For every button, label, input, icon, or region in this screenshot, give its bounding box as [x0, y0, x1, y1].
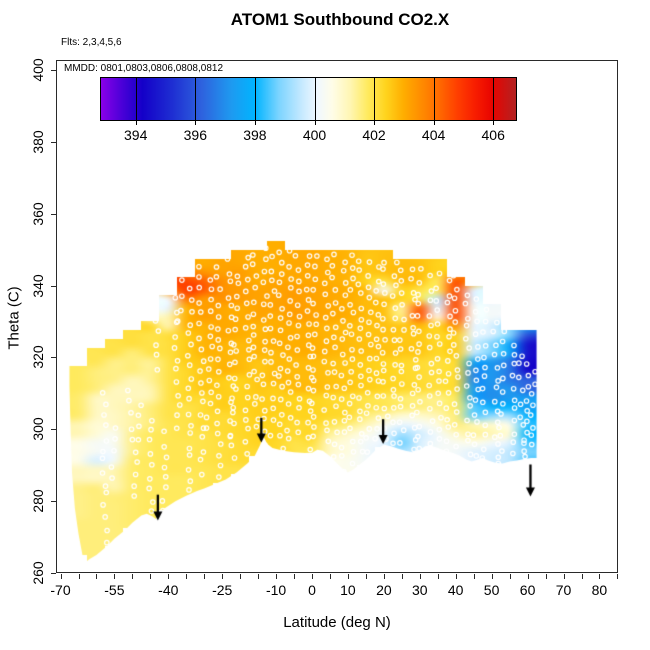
x-axis-tick [491, 574, 493, 579]
x-tick-label: 20 [376, 582, 392, 598]
x-axis-tick [545, 574, 547, 579]
x-axis-tick [563, 574, 565, 579]
y-axis-tick [51, 141, 56, 143]
colorbar-tick-label: 406 [481, 127, 505, 143]
x-axis-tick [617, 574, 619, 579]
x-axis-tick [527, 574, 529, 579]
y-axis-tick [51, 357, 56, 359]
x-tick-label: -55 [104, 582, 125, 598]
x-axis-tick [581, 574, 583, 579]
colorbar-tick-label: 396 [183, 127, 207, 143]
x-tick-label: -40 [158, 582, 179, 598]
y-tick-label: 360 [30, 202, 46, 226]
x-axis-tick [330, 574, 331, 579]
dates-note: MMDD: 0801,0803,0806,0808,0812 [64, 63, 224, 74]
x-axis-tick [294, 574, 295, 579]
x-axis-tick [276, 574, 278, 579]
x-axis-tick [150, 574, 152, 579]
x-axis-tick [599, 574, 601, 579]
x-tick-label: -25 [212, 582, 233, 598]
colorbar-tick-label: 400 [302, 127, 327, 143]
colorbar-tick [374, 77, 375, 125]
x-axis-tick [186, 574, 188, 579]
x-tick-label: -10 [265, 582, 287, 598]
x-axis-tick [96, 574, 98, 579]
x-axis-tick [60, 574, 62, 579]
y-tick-label: 260 [30, 561, 46, 585]
x-tick-label: -70 [50, 582, 71, 598]
x-tick-label: 50 [483, 582, 500, 598]
colorbar-tick [433, 77, 435, 125]
y-axis-tick [51, 429, 56, 431]
x-tick-label: 0 [308, 582, 316, 598]
y-axis-title: Theta (C) [5, 286, 23, 350]
y-tick-label: 340 [30, 273, 46, 298]
y-tick-label: 320 [30, 345, 46, 370]
colorbar-tick [195, 77, 197, 125]
y-tick-label: 300 [30, 417, 46, 441]
y-axis-tick [51, 213, 56, 215]
colorbar-tick [493, 77, 495, 125]
x-tick-label: 30 [412, 582, 428, 598]
x-axis-tick [240, 574, 242, 579]
y-axis-tick [51, 573, 56, 574]
x-axis-tick [168, 574, 170, 579]
x-axis-tick [383, 574, 385, 579]
x-axis-tick [258, 574, 260, 579]
y-tick-label: 280 [30, 489, 46, 513]
colorbar-tick-label: 398 [243, 127, 267, 143]
x-axis-tick [222, 574, 224, 579]
x-axis-tick [312, 574, 313, 579]
x-axis-tick [401, 574, 403, 579]
x-tick-label: 10 [340, 582, 356, 598]
x-axis-tick [455, 574, 457, 579]
y-tick-label: 400 [30, 58, 46, 82]
x-axis-tick [419, 574, 421, 579]
y-axis-tick [51, 501, 56, 503]
x-tick-label: 80 [591, 582, 608, 598]
flights-note: Flts: 2,3,4,5,6 [61, 37, 122, 48]
x-axis-tick [365, 574, 367, 579]
y-axis-tick [51, 285, 56, 287]
x-axis-tick [204, 574, 206, 579]
x-axis-tick [509, 574, 511, 579]
colorbar-tick-label: 404 [421, 127, 446, 143]
x-axis-tick [473, 574, 475, 579]
colorbar-tick-label: 394 [124, 127, 148, 143]
colorbar-tick [135, 77, 137, 125]
page-title: ATOM1 Southbound CO2.X [230, 10, 450, 29]
x-axis-tick [78, 574, 80, 579]
x-tick-label: 70 [555, 582, 572, 598]
x-axis-tick [132, 574, 134, 579]
colorbar-tick [254, 77, 256, 125]
y-tick-label: 380 [30, 130, 46, 154]
x-axis-tick [437, 574, 439, 579]
x-axis-tick [114, 574, 116, 579]
x-axis-title: Latitude (deg N) [283, 614, 391, 631]
x-axis-tick [347, 574, 349, 579]
colorbar-tick [314, 77, 316, 125]
colorbar-tick-label: 402 [362, 127, 386, 143]
y-axis-tick [51, 70, 56, 71]
colorbar-gradient [100, 77, 517, 121]
x-tick-label: 60 [519, 582, 536, 598]
x-tick-label: 40 [447, 582, 464, 598]
